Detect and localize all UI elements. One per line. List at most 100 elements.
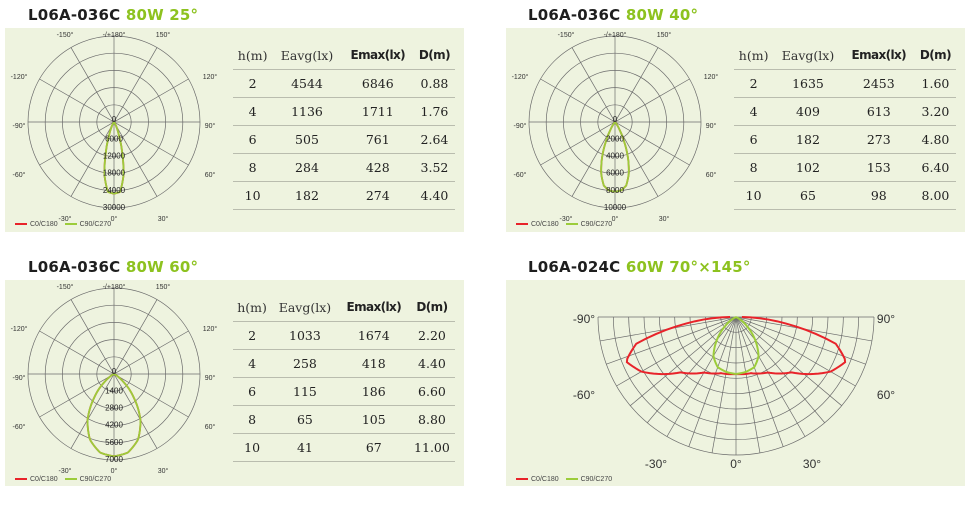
- table-cell: 1.60: [914, 69, 956, 98]
- grid-spoke: [711, 316, 737, 453]
- table-header: D(m): [408, 293, 455, 322]
- table-row: 6 182 273 4.80: [734, 125, 956, 154]
- angle-label: 150°: [156, 31, 171, 39]
- table-cell: 186: [338, 377, 409, 406]
- series-line-c90-c270: [103, 121, 115, 195]
- angle-label: 60°: [205, 423, 216, 431]
- grid-spoke: [688, 316, 737, 447]
- angle-label: -90°: [13, 122, 26, 130]
- table-row: 4 1136 1711 1.76: [233, 97, 455, 126]
- table-row: 2 4544 6846 0.88: [233, 69, 455, 98]
- table-cell: 2: [233, 321, 272, 350]
- table-cell: 274: [341, 181, 414, 210]
- table-cell: 115: [271, 377, 339, 406]
- table-cell: 418: [338, 349, 409, 378]
- grid-spoke: [616, 316, 737, 387]
- angle-label: -/+180°: [103, 31, 126, 39]
- table-cell: 65: [271, 405, 339, 434]
- radial-tick-label: 6000: [606, 169, 624, 178]
- angle-label: -/+180°: [103, 283, 126, 291]
- data-table: h(m) Eavg(lx) Emax(lx) D(m) 2 1033 1674 2.20 4 25…: [233, 293, 455, 462]
- grid-spoke: [735, 316, 761, 453]
- table-cell: 1711: [341, 97, 414, 126]
- polar-chart: -150° -/+180° 150° -120° 120° -90° 90° -60° 60° -…: [11, 283, 218, 475]
- grid-spoke: [735, 316, 784, 447]
- radial-tick-label: 24000: [103, 186, 126, 195]
- table-cell: 8: [734, 153, 774, 182]
- grid-spoke: [735, 316, 806, 437]
- angle-label: -30°: [59, 215, 72, 223]
- series-line-c90-c270: [113, 121, 125, 195]
- table-cell: 6.40: [914, 153, 956, 182]
- table-cell: 2: [734, 69, 774, 98]
- angle-label: -120°: [11, 73, 28, 81]
- table-cell: 428: [341, 153, 414, 182]
- table-cell: 4.40: [408, 349, 455, 378]
- radial-tick-label: 4000: [606, 152, 624, 161]
- angle-label: -90°: [573, 312, 595, 326]
- series-line-c0-c180: [735, 316, 847, 376]
- chart-legend: C0/C180 C90/C270: [516, 476, 617, 483]
- table-cell: 1635: [773, 69, 843, 98]
- radial-tick-label: 0: [112, 115, 117, 124]
- table-header: h(m): [233, 41, 273, 70]
- polar-chart-half: -90° 90° -60° 60° -30° 0° 30°: [573, 312, 895, 471]
- data-table: h(m) Eavg(lx) Emax(lx) D(m) 2 1635 2453 1.60 4 40…: [734, 41, 956, 210]
- table-cell: 8.00: [914, 181, 956, 210]
- polar-chart: -150° -/+180° 150° -120° 120° -90° 90° -60° 60° -…: [512, 31, 719, 223]
- radial-tick-label: 7000: [105, 455, 123, 464]
- table-cell: 10: [233, 181, 273, 210]
- grid-spoke: [735, 316, 825, 423]
- table-header: h(m): [233, 293, 272, 322]
- angle-label: 30°: [659, 215, 670, 223]
- radial-tick-label: 12000: [103, 152, 126, 161]
- series-line-c90-c270: [614, 121, 630, 193]
- table-cell: 8.80: [408, 405, 455, 434]
- radial-tick-label: 2000: [606, 134, 624, 143]
- table-cell: 6: [734, 125, 774, 154]
- table-header: Emax(lx): [842, 41, 915, 70]
- table-cell: 41: [271, 433, 339, 462]
- radial-tick-label: 8000: [606, 186, 624, 195]
- chart-title: L06A-036C 80W 25°: [28, 6, 199, 24]
- angle-label: 150°: [156, 283, 171, 291]
- table-header: Emax(lx): [341, 41, 414, 70]
- grid-spoke: [630, 316, 737, 406]
- table-row: 10 182 274 4.40: [233, 181, 455, 210]
- angle-label: -60°: [13, 171, 26, 179]
- radial-tick-label: 18000: [103, 169, 126, 178]
- table-cell: 4.80: [914, 125, 956, 154]
- data-table: h(m) Eavg(lx) Emax(lx) D(m) 2 4544 6846 0.88 4 11…: [233, 41, 455, 210]
- angle-label: -120°: [11, 325, 28, 333]
- table-cell: 6: [233, 377, 272, 406]
- table-header: Eavg(lx): [773, 41, 843, 70]
- table-cell: 2: [233, 69, 273, 98]
- angle-label: 120°: [704, 73, 719, 81]
- table-cell: 182: [272, 181, 342, 210]
- angle-label: 120°: [203, 73, 218, 81]
- angle-label: 0°: [730, 457, 742, 471]
- table-header: D(m): [413, 41, 455, 70]
- polar-grid: [597, 316, 875, 456]
- angle-label: -60°: [13, 423, 26, 431]
- table-cell: 1674: [338, 321, 409, 350]
- angle-label: -120°: [512, 73, 529, 81]
- grid-spoke: [666, 316, 737, 437]
- table-cell: 4.40: [413, 181, 455, 210]
- chart-panel: -150° -/+180° 150° -120° 120° -90° 90° -60° 60° -…: [5, 28, 464, 232]
- table-cell: 2453: [842, 69, 915, 98]
- series-line-c90-c270: [712, 316, 737, 375]
- table-cell: 4: [233, 349, 272, 378]
- table-row: 8 284 428 3.52: [233, 153, 455, 182]
- angle-label: 60°: [877, 388, 895, 402]
- table-header: h(m): [734, 41, 774, 70]
- chart-panel: -90° 90° -60° 60° -30° 0° 30° C0/C180 C90/C270: [506, 280, 965, 486]
- table-cell: 3.20: [914, 97, 956, 126]
- angle-label: 150°: [657, 31, 672, 39]
- table-cell: 6846: [341, 69, 414, 98]
- polar-chart: -150° -/+180° 150° -120° 120° -90° 90° -60° 60° -…: [11, 31, 218, 223]
- table-cell: 273: [842, 125, 915, 154]
- table-row: 6 115 186 6.60: [233, 377, 455, 406]
- table-row: 2 1033 1674 2.20: [233, 321, 455, 350]
- table-cell: 761: [341, 125, 414, 154]
